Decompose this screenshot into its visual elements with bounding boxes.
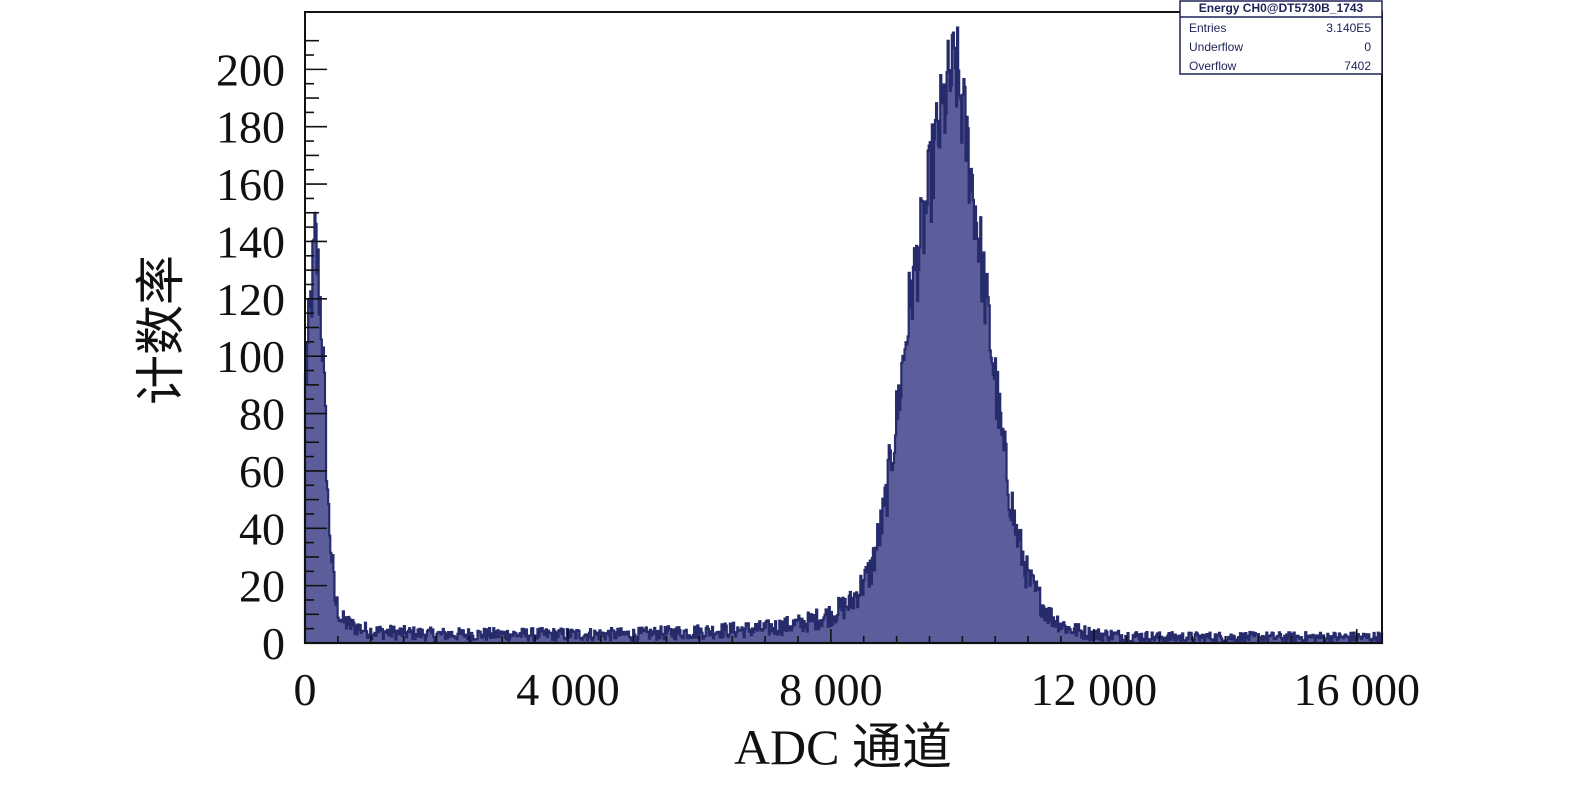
stats-box-frame [1179, 0, 1383, 75]
y-tick-label: 20 [239, 561, 285, 612]
plot-area [303, 11, 1384, 645]
y-tick-label: 200 [216, 44, 285, 95]
x-axis: 0 4 000 8 000 12 000 16 000 [294, 629, 1421, 715]
x-tick-label: 4 000 [516, 664, 620, 715]
y-tick-label: 160 [216, 159, 285, 210]
y-tick-label: 40 [239, 503, 285, 554]
y-tick-label: 0 [262, 618, 285, 669]
x-tick-label: 8 000 [779, 664, 883, 715]
stats-box: Energy CH0@DT5730B_1743 Entries 3.140E5 … [1179, 0, 1383, 75]
x-tick-label: 0 [294, 664, 317, 715]
y-tick-label: 180 [216, 102, 285, 153]
stats-underflow-label: Underflow [1189, 40, 1243, 54]
y-tick-label: 140 [216, 216, 285, 267]
y-tick-label: 100 [216, 331, 285, 382]
stats-overflow-label: Overflow [1189, 59, 1237, 73]
y-tick-label: 60 [239, 446, 285, 497]
stats-entries-value: 3.140E5 [1326, 21, 1371, 35]
x-tick-label: 12 000 [1031, 664, 1158, 715]
histogram-bars [303, 26, 1384, 645]
stats-overflow-value: 7402 [1344, 59, 1371, 73]
plot-frame [304, 11, 1383, 644]
stats-box-title: Energy CH0@DT5730B_1743 [1199, 1, 1364, 15]
stats-underflow-value: 0 [1364, 40, 1371, 54]
x-tick-label: 16 000 [1294, 664, 1421, 715]
y-axis: 0 20 40 60 80 100 120 140 160 180 200 [216, 39, 327, 669]
stats-entries-label: Entries [1189, 21, 1226, 35]
x-axis-title: ADC 通道 [734, 719, 952, 775]
y-tick-label: 80 [239, 389, 285, 440]
y-tick-label: 120 [216, 274, 285, 325]
y-axis-title: 计数率 [133, 255, 189, 405]
